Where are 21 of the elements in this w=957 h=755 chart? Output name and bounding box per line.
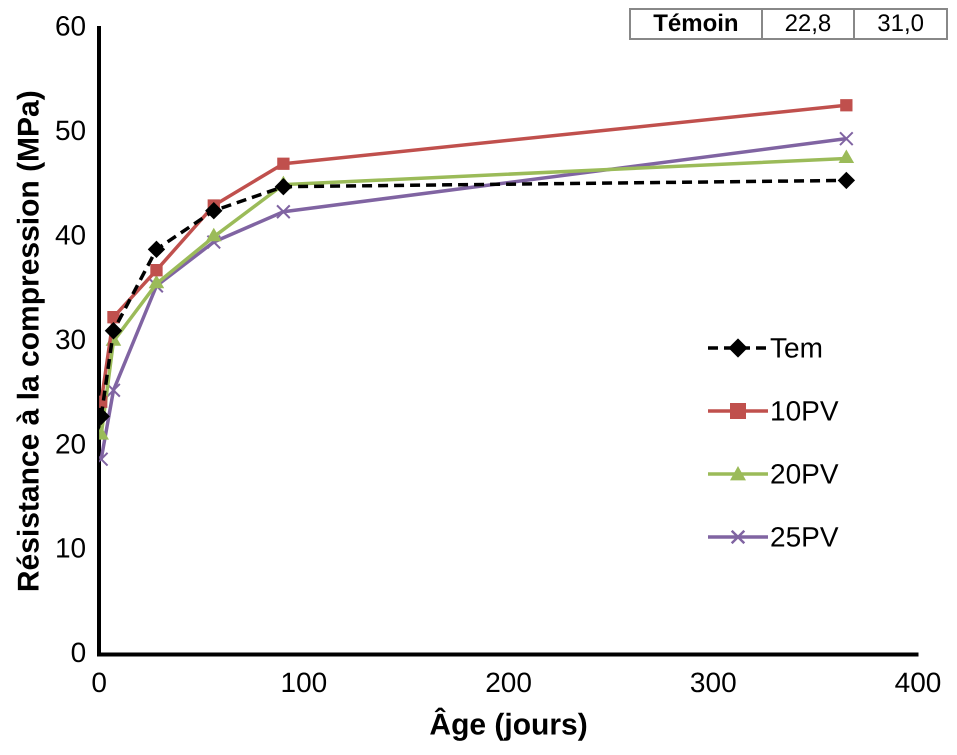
x-tick-label: 400 xyxy=(894,666,942,698)
y-tick-label: 50 xyxy=(54,115,86,146)
y-tick-label: 60 xyxy=(54,10,86,42)
y-tick-label: 30 xyxy=(54,324,86,355)
y-tick-label: 40 xyxy=(54,220,86,251)
annotation: 31,0 xyxy=(854,9,947,39)
legend-label: 10PV xyxy=(770,396,839,427)
legend-label: Tem xyxy=(770,332,823,364)
y-tick-label: 10 xyxy=(54,532,86,564)
x-tick-label: 200 xyxy=(485,666,532,698)
legend-label: 25PV xyxy=(770,522,839,553)
x-tick-label: 0 xyxy=(91,666,107,698)
y-tick-label: 0 xyxy=(70,637,86,668)
legend-label: 20PV xyxy=(770,458,839,490)
y-axis-title: Résistance à la compression (MPa) xyxy=(12,90,46,592)
x-tick-label: 100 xyxy=(280,666,328,698)
annotation: Témoin xyxy=(630,9,762,39)
x-tick-label: 300 xyxy=(690,666,737,698)
annotation: 22,8 xyxy=(762,9,854,39)
y-tick-label: 20 xyxy=(54,428,86,460)
x-axis-title: Âge (jours) xyxy=(429,707,588,742)
